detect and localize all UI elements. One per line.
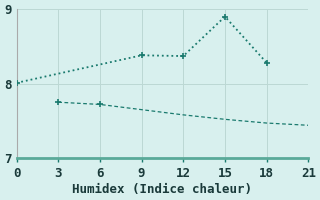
X-axis label: Humidex (Indice chaleur): Humidex (Indice chaleur) [72,183,252,196]
